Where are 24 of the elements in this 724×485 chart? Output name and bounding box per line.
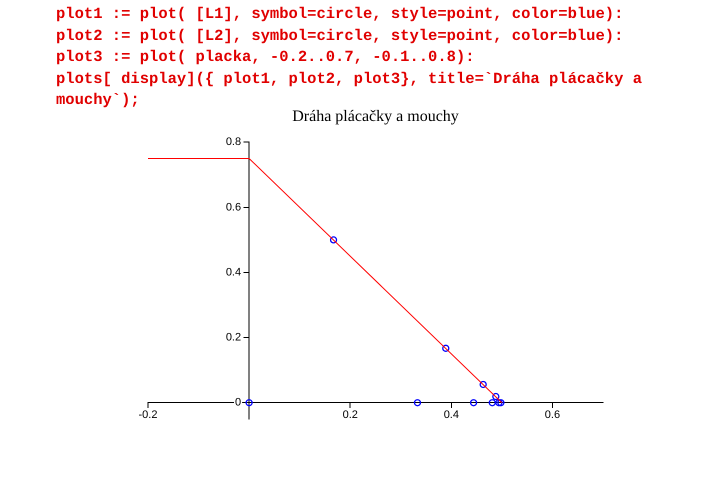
point [470, 399, 478, 406]
text: plot1 := plot( [L1], symbol=circle, style=point, color=blue): [56, 4, 624, 25]
text: plot2 := plot( [L2], symbol=circle, style=point, color=blue): [56, 26, 624, 46]
y-tick-label: 0.2 [226, 332, 242, 344]
point [495, 399, 503, 406]
point [330, 236, 338, 244]
chart-title: Dráha plácačky a mouchy [292, 108, 459, 125]
y-tick-label: 0.6 [226, 201, 242, 214]
point [245, 399, 253, 406]
text: plot3 := plot( placka, -0.2..0.7, -0.1..0.8): [56, 47, 476, 68]
y-tick-label: 0.8 [226, 136, 242, 148]
y-tick-label: 0.4 [226, 266, 242, 278]
point [414, 399, 422, 406]
point [497, 399, 505, 406]
x-tick-label: -0.2 [138, 409, 158, 422]
point [488, 399, 496, 406]
point [442, 344, 450, 352]
point [480, 380, 487, 388]
y-tick-label: 0 [234, 396, 242, 409]
text: plots[ display]({ plot1, plot2, plot3}, title=`Dráha plácačky a mouchy`); [56, 70, 642, 109]
x-tick-label: 0.2 [342, 409, 358, 422]
x-tick-label: 0.6 [544, 409, 560, 422]
point [492, 392, 500, 400]
x-tick-label: 0.4 [444, 409, 459, 422]
